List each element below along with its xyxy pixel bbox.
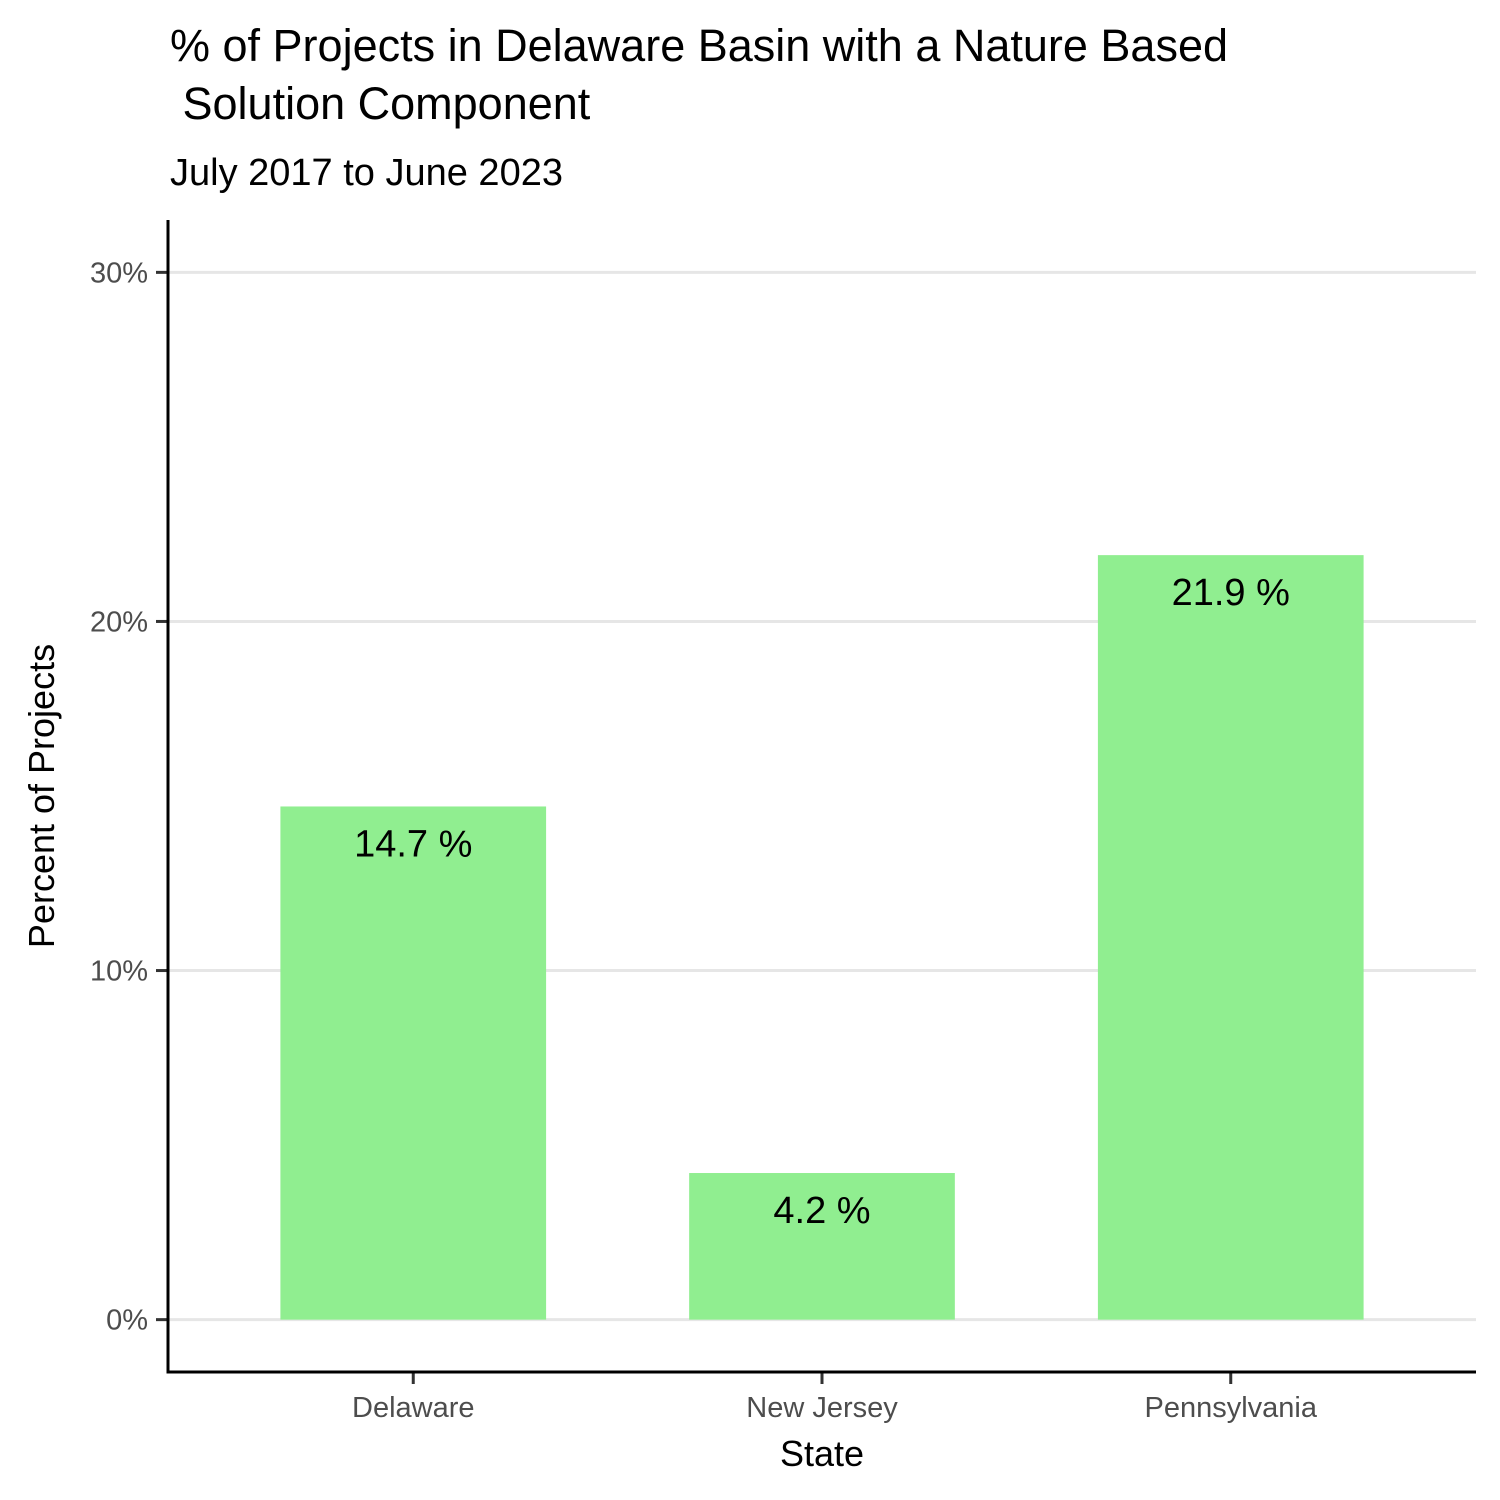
data-label: 4.2 %	[773, 1190, 870, 1232]
chart-title-line-1: % of Projects in Delaware Basin with a N…	[170, 20, 1229, 71]
axes: 0% 10% 20% 30% Delaware New Jersey Pennsylvani…	[90, 220, 1476, 1424]
y-tick-label: 30%	[90, 257, 148, 289]
bar-delaware	[280, 806, 547, 1320]
y-tick-label: 10%	[90, 956, 148, 988]
data-label: 21.9 %	[1172, 572, 1290, 614]
y-tick-label: 20%	[90, 606, 148, 638]
chart-subtitle: July 2017 to June 2023	[170, 152, 563, 194]
bar-new-jersey	[689, 1173, 955, 1320]
x-tick-label: Pennsylvania	[1145, 1392, 1318, 1424]
data-labels: 14.7 % 4.2 % 21.9 %	[354, 572, 1290, 1232]
y-axis-title: Percent of Projects	[21, 644, 62, 948]
bars	[280, 555, 1364, 1320]
chart-title-line-2: Solution Component	[170, 78, 591, 129]
x-axis-title: State	[780, 1433, 864, 1474]
x-tick-label: New Jersey	[746, 1392, 898, 1424]
bar-pennsylvania	[1097, 555, 1364, 1320]
x-tick-label: Delaware	[352, 1392, 475, 1424]
y-tick-label: 0%	[106, 1305, 148, 1337]
data-label: 14.7 %	[354, 823, 472, 865]
